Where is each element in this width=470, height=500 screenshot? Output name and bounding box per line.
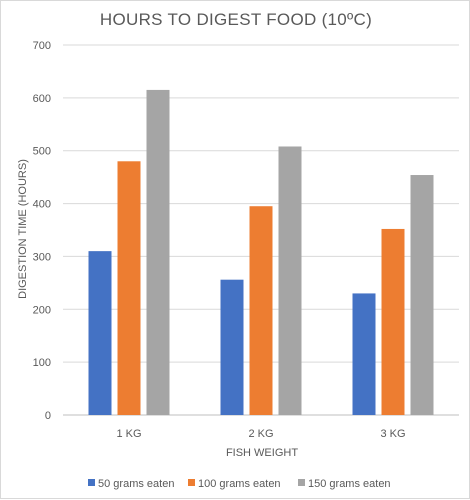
- y-axis-label: DIGESTION TIME (HOURS): [17, 159, 29, 299]
- y-tick-label: 100: [33, 357, 51, 369]
- bar: [278, 146, 302, 415]
- bar: [220, 279, 244, 415]
- bar: [352, 293, 376, 415]
- x-tick-label: 1 KG: [116, 428, 141, 440]
- y-tick-label: 400: [33, 199, 51, 211]
- y-tick-label: 300: [33, 251, 51, 263]
- x-tick-label: 3 KG: [380, 428, 405, 440]
- bar: [117, 161, 141, 415]
- legend-swatch: [298, 479, 305, 486]
- bar: [381, 228, 405, 415]
- y-tick-label: 0: [45, 410, 51, 422]
- legend-label: 50 grams eaten: [98, 478, 174, 490]
- bar: [249, 206, 273, 415]
- y-tick-label: 200: [33, 304, 51, 316]
- y-axis-ticks: 0 100 200 300 400 500 600 700: [33, 40, 51, 422]
- y-tick-label: 500: [33, 146, 51, 158]
- legend-swatch: [188, 479, 195, 486]
- bar: [146, 89, 170, 415]
- x-axis-label: FISH WEIGHT: [226, 447, 298, 459]
- bar: [88, 251, 112, 415]
- y-tick-label: 600: [33, 93, 51, 105]
- legend-swatch: [88, 479, 95, 486]
- y-tick-label: 700: [33, 40, 51, 52]
- x-axis-ticks: 1 KG 2 KG 3 KG: [116, 428, 405, 440]
- legend: 50 grams eaten 100 grams eaten 150 grams e…: [88, 478, 391, 490]
- legend-label: 150 grams eaten: [308, 478, 391, 490]
- bars: [88, 89, 434, 415]
- chart-title: HOURS TO DIGEST FOOD (10ºC): [100, 10, 372, 29]
- bar: [410, 175, 434, 415]
- legend-label: 100 grams eaten: [198, 478, 281, 490]
- x-tick-label: 2 KG: [248, 428, 273, 440]
